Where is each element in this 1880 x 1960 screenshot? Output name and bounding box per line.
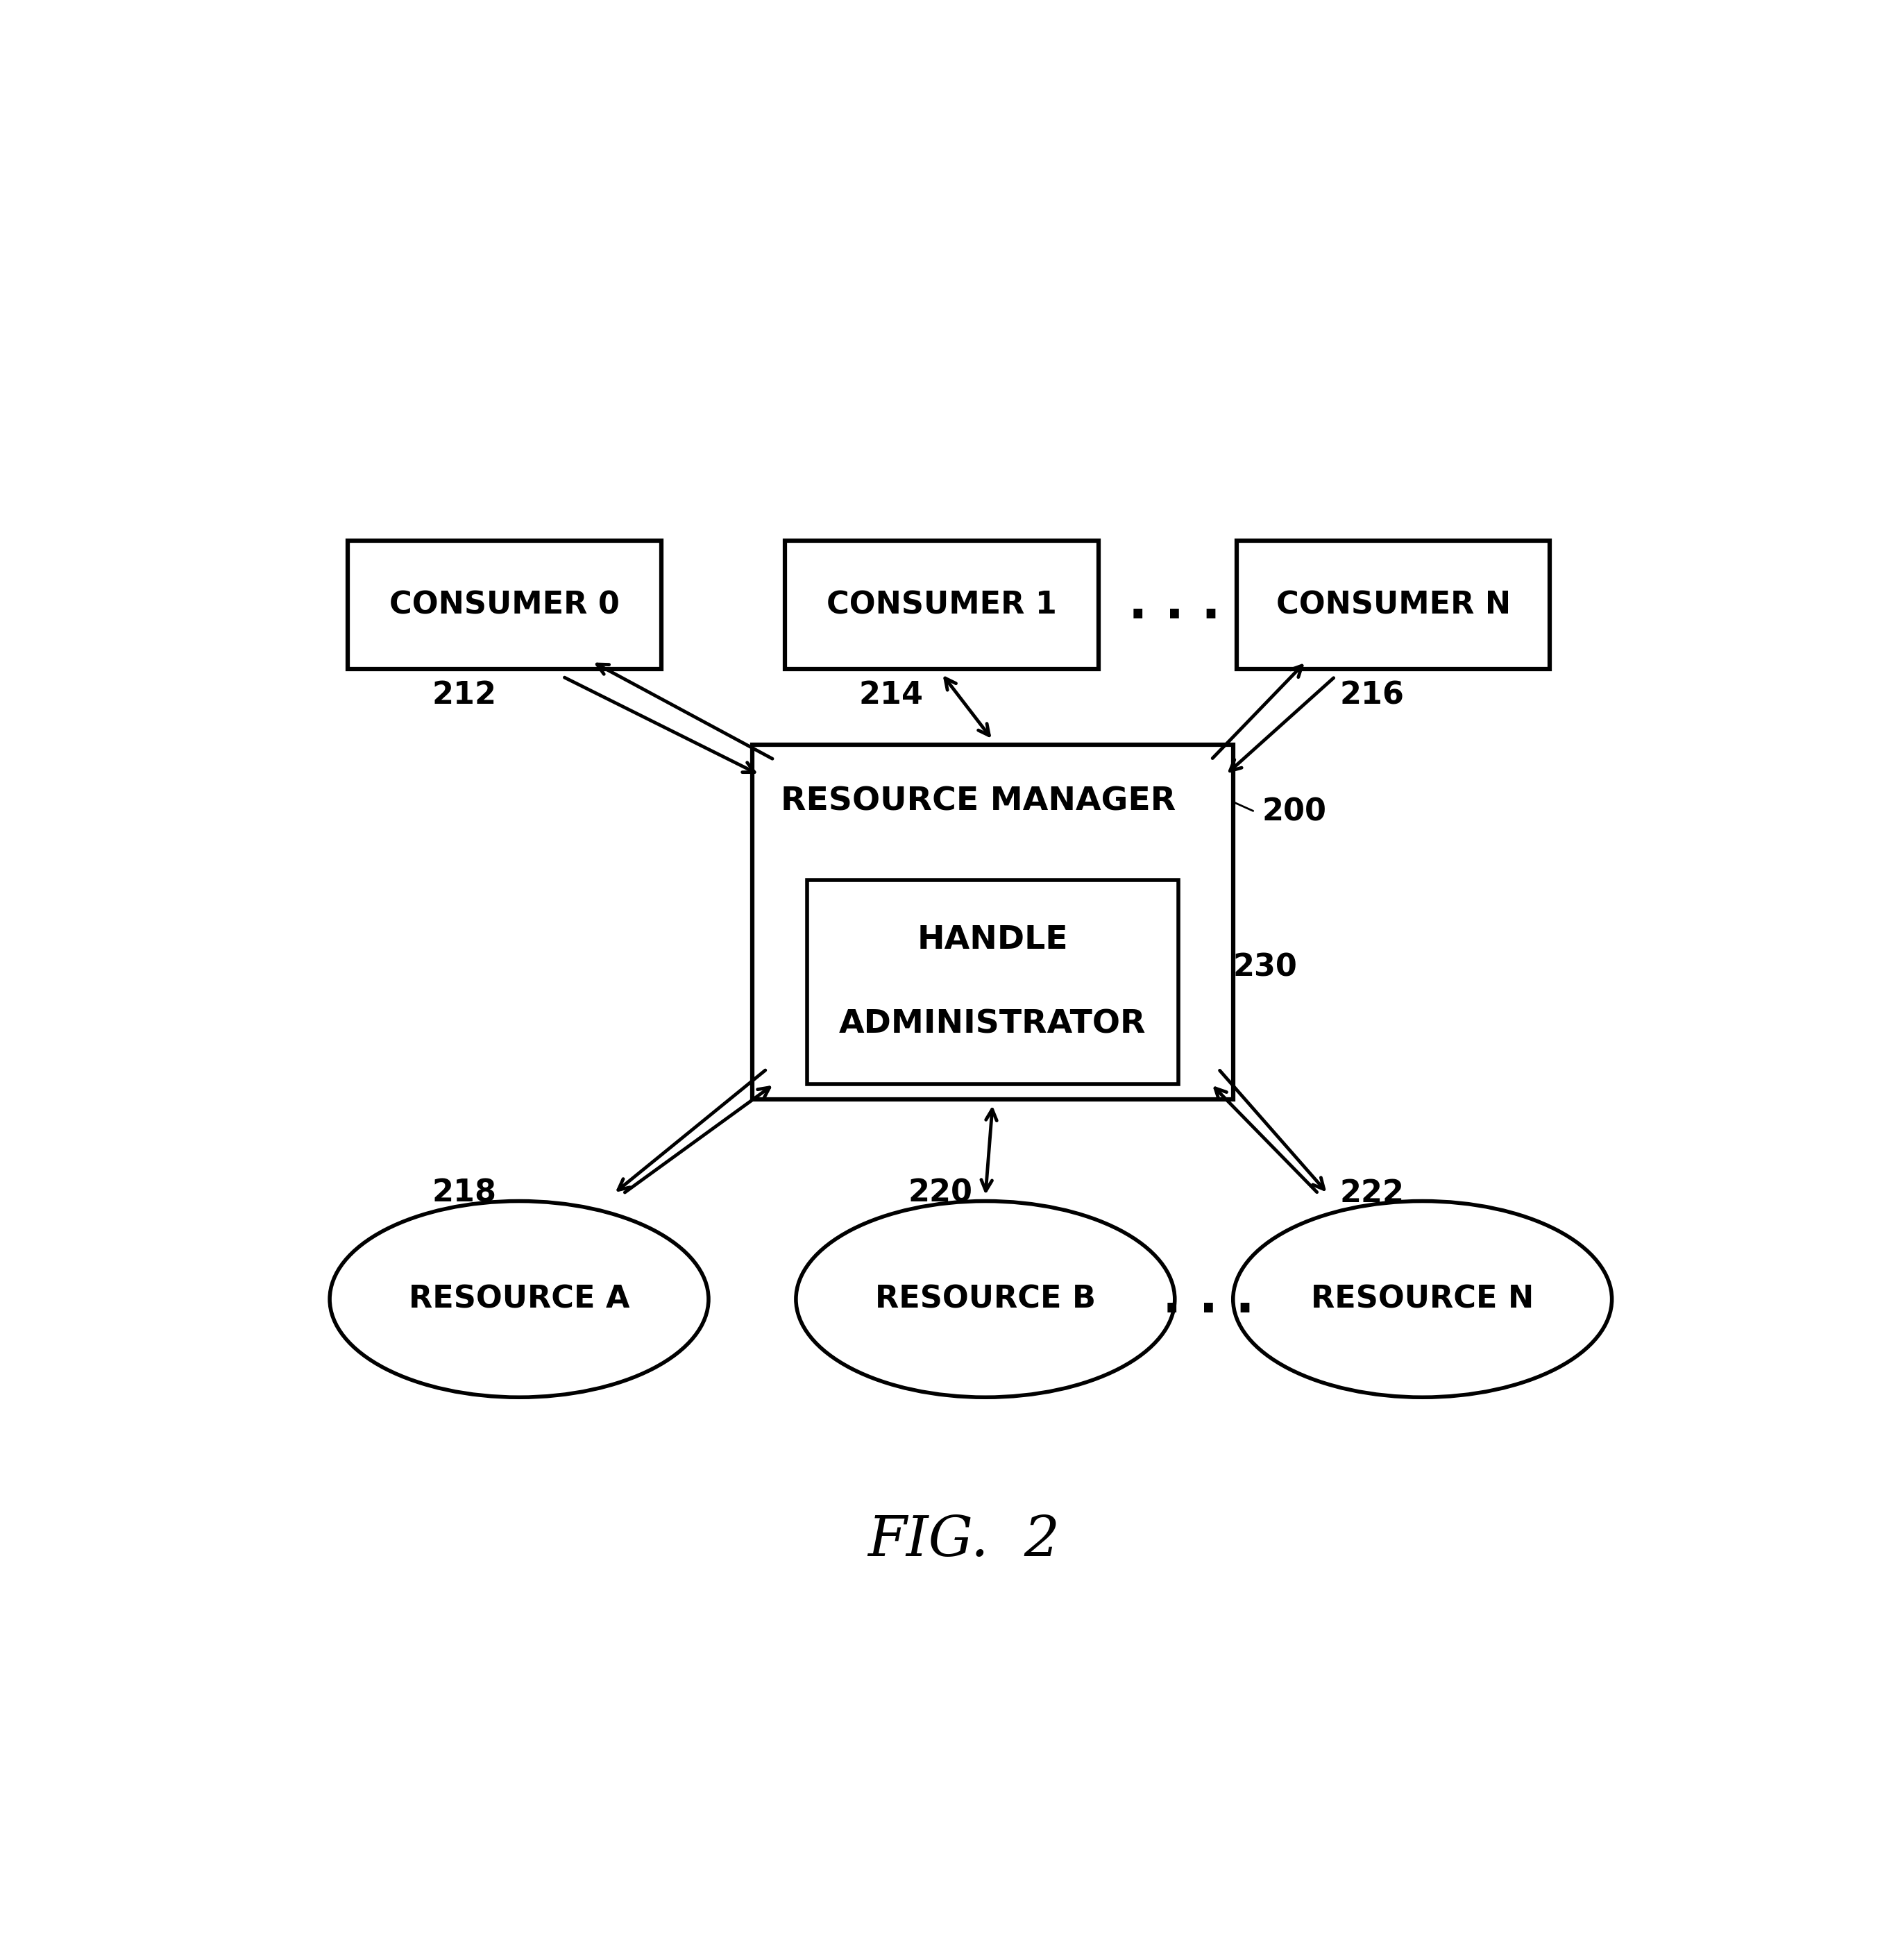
Text: 218: 218 [432, 1178, 496, 1207]
Text: HANDLE: HANDLE [917, 925, 1068, 956]
Text: 222: 222 [1339, 1178, 1404, 1207]
Ellipse shape [329, 1201, 709, 1397]
Text: CONSUMER 1: CONSUMER 1 [827, 590, 1057, 619]
FancyBboxPatch shape [786, 541, 1098, 668]
Ellipse shape [1233, 1201, 1611, 1397]
Text: . . .: . . . [1128, 580, 1220, 629]
Text: RESOURCE A: RESOURCE A [408, 1284, 630, 1313]
Text: CONSUMER 0: CONSUMER 0 [389, 590, 620, 619]
FancyBboxPatch shape [807, 880, 1179, 1084]
Text: ADMINISTRATOR: ADMINISTRATOR [838, 1009, 1147, 1041]
Text: 200: 200 [1261, 798, 1327, 827]
Text: 212: 212 [432, 680, 496, 710]
Text: 230: 230 [1233, 953, 1297, 982]
Text: RESOURCE B: RESOURCE B [874, 1284, 1096, 1313]
Ellipse shape [795, 1201, 1175, 1397]
Text: CONSUMER N: CONSUMER N [1277, 590, 1512, 619]
Text: RESOURCE MANAGER: RESOURCE MANAGER [780, 786, 1175, 817]
Text: 214: 214 [859, 680, 923, 710]
Text: . . .: . . . [1162, 1276, 1254, 1323]
Text: 216: 216 [1339, 680, 1404, 710]
FancyBboxPatch shape [348, 541, 662, 668]
Text: 220: 220 [908, 1178, 972, 1207]
FancyBboxPatch shape [1237, 541, 1549, 668]
Text: FIG.  2: FIG. 2 [867, 1513, 1060, 1568]
FancyBboxPatch shape [752, 745, 1233, 1100]
Text: RESOURCE N: RESOURCE N [1310, 1284, 1534, 1313]
